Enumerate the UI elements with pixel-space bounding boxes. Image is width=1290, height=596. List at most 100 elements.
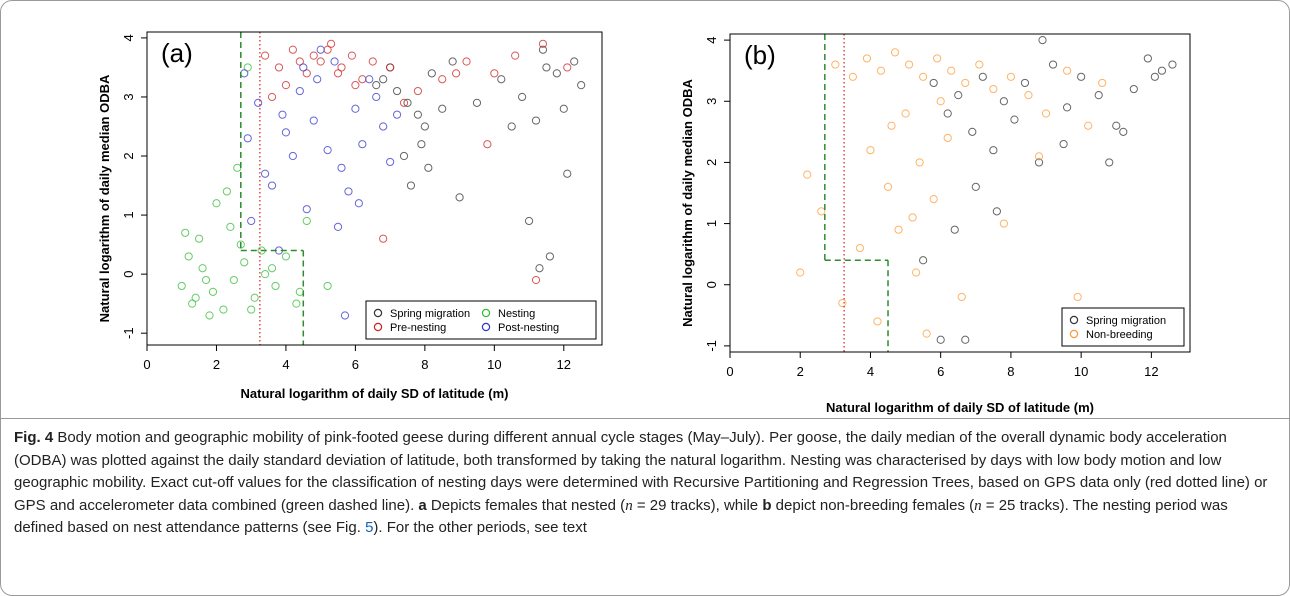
y-tick-label: 3 [704, 98, 719, 105]
data-point [1020, 78, 1030, 88]
data-point [184, 252, 193, 261]
data-point [552, 69, 561, 78]
data-point [483, 140, 492, 149]
data-point [1168, 60, 1177, 69]
data-point [240, 258, 249, 267]
data-point [267, 181, 277, 190]
data-point [413, 110, 423, 119]
data-point [309, 116, 318, 125]
caption-panel-ref: a [418, 496, 427, 514]
y-tick-label: 2 [121, 152, 136, 159]
data-point [1119, 127, 1128, 136]
data-point [302, 69, 311, 78]
caption-symbol: n [974, 497, 982, 514]
legend-label: Spring migration [1086, 315, 1166, 327]
data-point [198, 264, 207, 273]
data-point [351, 104, 360, 113]
data-point [278, 110, 287, 119]
data-point [379, 234, 388, 243]
caption-text: Depicts females that nested ( [426, 496, 626, 514]
data-point [420, 122, 429, 131]
data-point [205, 311, 214, 320]
caption-text: = 25 tracks). The nesting period was def… [14, 496, 1228, 537]
plot-frame [729, 33, 1191, 353]
data-point [1129, 84, 1138, 94]
data-point [254, 98, 263, 107]
data-point [288, 45, 297, 54]
x-tick-label: 8 [1007, 364, 1014, 379]
legend-marker [1069, 315, 1079, 325]
x-tick-label: 10 [487, 357, 501, 372]
figure-link[interactable]: 5 [365, 519, 374, 537]
legend-label: Nesting [498, 308, 535, 320]
data-point [1150, 72, 1159, 81]
data-point [1105, 158, 1114, 167]
data-point [358, 140, 367, 149]
caption-text: Body motion and geographic mobility of p… [14, 429, 1268, 514]
x-tick-label: 2 [213, 357, 220, 372]
data-point [271, 281, 280, 291]
data-point [281, 252, 291, 261]
data-point [883, 182, 893, 191]
legend-label: Non-breeding [1086, 329, 1153, 341]
data-point [876, 66, 886, 75]
data-point [281, 81, 291, 90]
data-point [452, 69, 461, 78]
data-point [212, 199, 221, 208]
data-point [177, 281, 186, 291]
y-tick-label: 1 [704, 220, 719, 227]
data-point [1010, 115, 1019, 124]
x-tick-label: 0 [726, 364, 733, 379]
x-tick-label: 6 [352, 357, 359, 372]
data-point [531, 116, 541, 125]
data-point [448, 57, 457, 66]
y-tick-label: -1 [121, 327, 136, 339]
data-point [943, 133, 952, 143]
data-point [518, 92, 527, 102]
legend-marker [373, 308, 383, 318]
data-point [403, 98, 412, 107]
data-point [316, 45, 325, 54]
data-point [1038, 36, 1047, 45]
x-tick-label: 4 [867, 364, 874, 379]
data-point [1024, 91, 1033, 100]
data-point [933, 54, 942, 63]
data-point [188, 299, 197, 308]
data-point [524, 216, 534, 226]
data-point [424, 163, 433, 172]
data-point [838, 298, 847, 308]
data-point [817, 207, 826, 216]
data-point [260, 169, 270, 178]
data-point [545, 252, 555, 261]
data-point [1098, 78, 1107, 88]
data-point [299, 63, 308, 72]
data-point [1094, 91, 1103, 100]
data-point [947, 66, 956, 75]
data-point [247, 216, 256, 226]
data-point [462, 57, 471, 66]
data-point [372, 81, 381, 90]
data-point [386, 63, 395, 72]
data-point [236, 240, 245, 249]
x-tick-label: 12 [1144, 364, 1158, 379]
data-point [497, 75, 506, 84]
data-point [542, 63, 551, 72]
legend-label: Spring migration [390, 308, 470, 320]
data-point [943, 109, 952, 118]
data-point [386, 157, 395, 167]
data-point [295, 57, 304, 66]
y-tick-label: -1 [704, 340, 719, 352]
data-point [392, 86, 402, 96]
y-tick-label: 1 [121, 211, 136, 218]
data-point [922, 329, 931, 338]
x-tick-label: 8 [421, 357, 428, 372]
data-point [351, 81, 360, 90]
data-point [989, 84, 998, 94]
data-point [796, 268, 805, 277]
data-point [890, 48, 900, 57]
legend-label: Pre-nesting [390, 322, 446, 334]
legend-marker [373, 322, 383, 332]
data-point [247, 305, 256, 314]
